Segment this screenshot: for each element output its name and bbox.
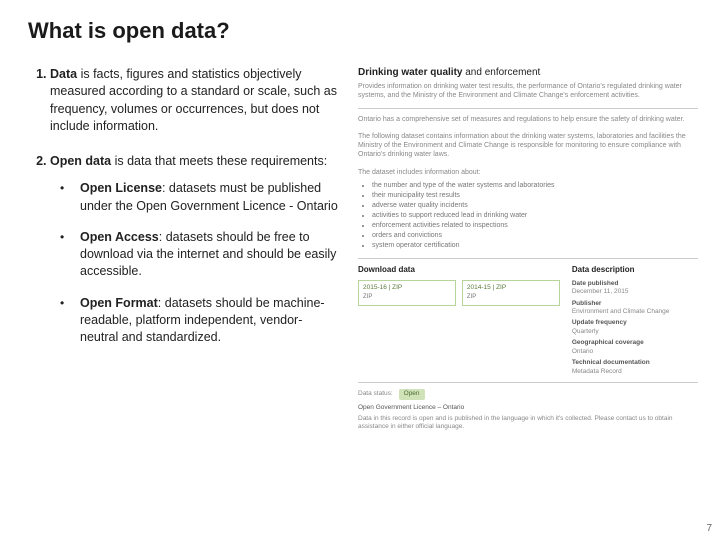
download-box-2[interactable]: 2014-15 | ZIP ZIP: [462, 280, 560, 306]
status-label: Data status:: [358, 390, 393, 397]
meta-v: Quarterly: [572, 328, 698, 336]
req-3-head: Open Format: [80, 296, 158, 310]
page-number: 7: [706, 523, 712, 534]
dl-1-zip: ZIP: [363, 294, 451, 302]
slide-title: What is open data?: [28, 18, 698, 44]
download-boxes: 2015-16 | ZIP ZIP 2014-15 | ZIP ZIP: [358, 280, 560, 306]
meta-v: December 11, 2015: [572, 288, 698, 296]
preview-heading: Drinking water quality and enforcement: [358, 66, 698, 79]
item-2-text: is data that meets these requirements:: [111, 154, 327, 168]
list-item: enforcement activities related to inspec…: [372, 221, 698, 230]
meta-v: Metadata Record: [572, 368, 698, 376]
req-2-head: Open Access: [80, 230, 159, 244]
meta-v: Environment and Climate Change: [572, 308, 698, 316]
preview-heading-bold: Drinking water quality: [358, 67, 462, 78]
dl-2-label: 2014-15 | ZIP: [467, 284, 555, 292]
req-open-format: Open Format: datasets should be machine-…: [50, 295, 340, 347]
preview-list: the number and type of the water systems…: [358, 181, 698, 251]
desc-title: Data description: [572, 265, 698, 275]
licence-note: Data in this record is open and is publi…: [358, 415, 698, 432]
definition-list: Data is facts, figures and statistics ob…: [28, 66, 340, 346]
meta-block: Date published December 11, 2015 Publish…: [572, 280, 698, 376]
item-2-lead: Open data: [50, 154, 111, 168]
status-pill: Open: [399, 389, 425, 399]
columns: Data is facts, figures and statistics ob…: [28, 66, 698, 432]
meta-k: Geographical coverage: [572, 339, 698, 347]
status-row: Data status: Open: [358, 389, 698, 399]
item-1-text: is facts, figures and statistics objecti…: [50, 67, 337, 133]
list-item: orders and convictions: [372, 231, 698, 240]
req-open-license: Open License: datasets must be published…: [50, 180, 340, 215]
meta-k: Technical documentation: [572, 359, 698, 367]
download-box-1[interactable]: 2015-16 | ZIP ZIP: [358, 280, 456, 306]
slide: What is open data? Data is facts, figure…: [0, 0, 720, 540]
item-data: Data is facts, figures and statistics ob…: [50, 66, 340, 135]
req-1-head: Open License: [80, 181, 162, 195]
preview-p2: Ontario has a comprehensive set of measu…: [358, 115, 698, 124]
preview-p3: The following dataset contains informati…: [358, 132, 698, 159]
webpage-preview: Drinking water quality and enforcement P…: [358, 66, 698, 432]
download-left: Download data 2015-16 | ZIP ZIP 2014-15 …: [358, 265, 560, 376]
divider: [358, 382, 698, 383]
dl-1-label: 2015-16 | ZIP: [363, 284, 451, 292]
meta-k: Publisher: [572, 300, 698, 308]
list-item: system operator certification: [372, 241, 698, 250]
dl-2-zip: ZIP: [467, 294, 555, 302]
preview-p1: Provides information on drinking water t…: [358, 82, 698, 100]
requirements-list: Open License: datasets must be published…: [50, 180, 340, 346]
item-1-lead: Data: [50, 67, 77, 81]
list-item: activities to support reduced lead in dr…: [372, 211, 698, 220]
list-item: the number and type of the water systems…: [372, 181, 698, 190]
preview-p4: The dataset includes information about:: [358, 168, 698, 177]
data-description: Data description Date published December…: [572, 265, 698, 376]
licence-name: Open Government Licence – Ontario: [358, 404, 698, 412]
meta-k: Update frequency: [572, 319, 698, 327]
req-open-access: Open Access: datasets should be free to …: [50, 229, 340, 281]
download-title: Download data: [358, 265, 560, 275]
preview-heading-light: and enforcement: [462, 67, 540, 78]
list-item: their municipality test results: [372, 191, 698, 200]
left-column: Data is facts, figures and statistics ob…: [28, 66, 340, 432]
list-item: adverse water quality incidents: [372, 201, 698, 210]
item-open-data: Open data is data that meets these requi…: [50, 153, 340, 346]
divider: [358, 258, 698, 259]
download-row: Download data 2015-16 | ZIP ZIP 2014-15 …: [358, 265, 698, 376]
right-column: Drinking water quality and enforcement P…: [358, 66, 698, 432]
divider: [358, 108, 698, 109]
meta-k: Date published: [572, 280, 698, 288]
meta-v: Ontario: [572, 348, 698, 356]
